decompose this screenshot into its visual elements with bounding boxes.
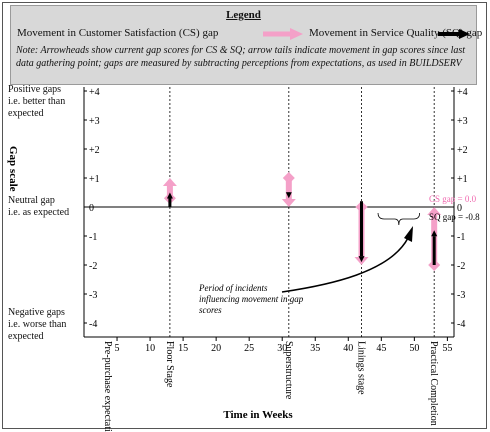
neutral-gap-label: Neutral gap i.e. as expected xyxy=(8,195,70,218)
y-tick-label-left: +3 xyxy=(89,116,100,127)
positive-gaps-label: Positive gaps i.e. better than expected xyxy=(8,84,66,119)
period-text-line: scores xyxy=(199,305,222,315)
x-axis-title: Time in Weeks xyxy=(223,409,293,421)
x-tick-label: 30 xyxy=(277,343,287,354)
x-tick-label: 40 xyxy=(343,343,353,354)
legend-cs-arrow-icon xyxy=(263,28,303,40)
y-tick-label-right: 0 xyxy=(457,203,462,214)
stage-label: Superstructure xyxy=(283,341,294,400)
legend-note: Note: Arrowheads show current gap scores… xyxy=(16,45,466,69)
x-tick-label: 35 xyxy=(310,343,320,354)
cs-arrow-head xyxy=(162,178,177,186)
sq-arrow-head xyxy=(166,192,173,199)
x-tick-label: 55 xyxy=(442,343,452,354)
legend-box: Legend Movement in Customer Satisfaction… xyxy=(10,5,482,85)
sq-gap-label: SQ gap = -0.8 xyxy=(429,212,480,222)
legend-cs-label: Movement in Customer Satisfaction (CS) g… xyxy=(17,27,219,39)
cs-arrow-head xyxy=(281,199,296,207)
stage-label: Practical Completion xyxy=(428,341,439,426)
period-pointer-head xyxy=(404,226,413,242)
cs-arrow-tail xyxy=(282,172,295,184)
period-pointer xyxy=(281,237,409,293)
period-bracket xyxy=(377,212,421,226)
y-tick-label-left: -2 xyxy=(89,261,97,272)
y-tick-label-left: -1 xyxy=(89,232,97,243)
sq-arrow-head xyxy=(431,230,438,237)
x-tick-label: 50 xyxy=(409,343,419,354)
y-tick-label-right: +4 xyxy=(457,87,468,98)
y-tick-label-right: +2 xyxy=(457,145,468,156)
stage-label: Pre-purchase expectations xyxy=(102,341,113,432)
x-tick-label: 10 xyxy=(145,343,155,354)
y-tick-label-right: -3 xyxy=(457,290,465,301)
y-tick-label-left: 0 xyxy=(89,203,94,214)
y-tick-label-right: -2 xyxy=(457,261,465,272)
y-tick-label-left: +2 xyxy=(89,145,100,156)
negative-gaps-label: Negative gaps i.e. worse than expected xyxy=(8,307,67,342)
y-tick-label-right: -1 xyxy=(457,232,465,243)
legend-sq-arrow-icon xyxy=(438,29,470,39)
sq-arrow-head xyxy=(285,192,292,199)
y-tick-label-right: -4 xyxy=(457,319,465,330)
x-tick-label: 45 xyxy=(376,343,386,354)
period-text-line: Period of incidents xyxy=(198,283,268,293)
y-tick-label-left: +4 xyxy=(89,87,100,98)
stage-label: Floor Stage xyxy=(164,341,175,388)
y-tick-label-right: +1 xyxy=(457,174,468,185)
y-tick-label-right: +3 xyxy=(457,116,468,127)
legend-title: Legend xyxy=(226,9,261,21)
y-tick-label-left: +1 xyxy=(89,174,100,185)
cs-arrow-head xyxy=(427,207,442,215)
x-tick-label: 20 xyxy=(211,343,221,354)
stage-label: Linings stage xyxy=(356,341,367,395)
x-tick-label: 15 xyxy=(178,343,188,354)
y-axis-title: Gap scale xyxy=(7,146,19,192)
cs-gap-label: CS gap = 0.0 xyxy=(429,194,477,204)
y-tick-label-left: -3 xyxy=(89,290,97,301)
y-tick-label-left: -4 xyxy=(89,319,97,330)
sq-arrow-head xyxy=(358,256,365,263)
x-tick-label: 5 xyxy=(115,343,120,354)
period-text-line: influencing movement in gap xyxy=(199,294,304,304)
x-tick-label: 25 xyxy=(244,343,254,354)
